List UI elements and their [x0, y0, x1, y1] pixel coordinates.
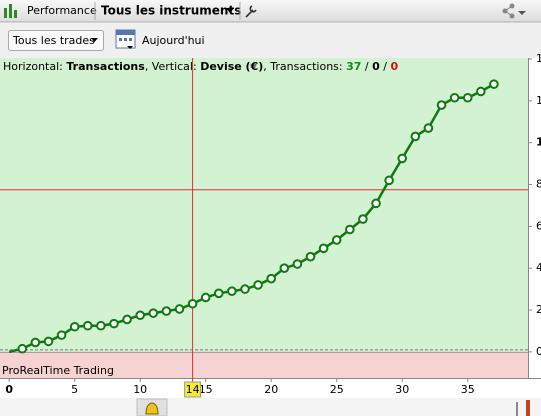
trade-marker: [292, 259, 303, 269]
x-tick-label: 0: [5, 383, 13, 396]
x-tick-label: 25: [330, 383, 344, 396]
date-label[interactable]: Aujourd'hui: [142, 34, 205, 47]
trade-marker: [358, 214, 368, 224]
trade-marker: [331, 235, 342, 245]
trade-marker: [30, 337, 41, 348]
y-tick-label: 2: [536, 303, 541, 316]
trade-marker: [489, 79, 499, 89]
y-axis-panel: [528, 58, 541, 378]
bottom-strip: [0, 398, 541, 416]
y-tick-label: 6: [536, 219, 541, 232]
x-tick-label: 30: [395, 383, 409, 396]
trade-marker: [423, 123, 434, 133]
trade-marker: [96, 320, 106, 331]
trade-marker: [148, 308, 159, 318]
trades-label[interactable]: Tous les trades: [12, 34, 95, 47]
trade-marker: [56, 330, 67, 340]
calendar-icon[interactable]: [115, 29, 136, 49]
trade-marker: [318, 243, 329, 254]
negative-zone: [0, 351, 528, 378]
x-tick-label: 35: [461, 383, 475, 396]
toolbar: [0, 0, 541, 22]
trade-marker: [240, 284, 250, 294]
trade-marker: [174, 304, 185, 314]
tab-label[interactable]: Performance: [27, 4, 97, 17]
y-tick-label: 1: [536, 94, 541, 107]
trade-marker: [449, 92, 460, 103]
share-icon[interactable]: [502, 3, 527, 19]
trade-marker: [161, 306, 172, 316]
instrument-select[interactable]: Tous les instruments: [101, 4, 241, 18]
trade-marker: [384, 175, 394, 186]
trade-marker: [17, 343, 28, 354]
trade-marker: [305, 251, 316, 262]
trade-marker: [213, 288, 224, 299]
trade-marker: [371, 198, 381, 209]
trade-marker: [43, 336, 54, 347]
perf-icon: [4, 4, 17, 18]
trade-marker: [410, 131, 421, 142]
y-tick-label: 4: [536, 261, 541, 274]
trades-select[interactable]: [8, 30, 104, 51]
trade-marker: [462, 92, 473, 103]
alert-icon[interactable]: [145, 402, 159, 415]
info-line: Horizontal: Transactions, Vertical: Devi…: [3, 60, 399, 73]
wrench-icon[interactable]: [245, 5, 257, 18]
x-tick-label: 5: [71, 383, 78, 396]
trade-marker: [122, 314, 132, 325]
trade-marker: [279, 263, 290, 273]
dropdown-arrow[interactable]: [226, 8, 234, 13]
x-tick-label: 20: [264, 383, 278, 396]
crosshair-x-label: 14: [186, 383, 200, 396]
x-tick-label: 15: [199, 383, 213, 396]
brand-label: ProRealTime Trading: [2, 364, 114, 377]
y-tick-label: 1: [536, 136, 541, 149]
trade-marker: [135, 310, 145, 321]
trade-marker: [200, 292, 211, 303]
y-tick-label: 8: [536, 178, 541, 191]
trade-marker: [227, 286, 237, 297]
trade-marker: [187, 298, 198, 309]
trade-marker: [266, 273, 277, 284]
trade-marker: [82, 320, 93, 331]
trade-marker: [397, 153, 408, 164]
crosshair-x-box: [184, 381, 202, 398]
trade-marker: [109, 318, 119, 329]
x-axis: [0, 378, 541, 398]
trade-marker: [69, 321, 80, 332]
trade-marker: [345, 224, 355, 235]
trade-marker: [436, 100, 447, 110]
y-tick-label: 1: [536, 52, 541, 65]
x-tick-label: 10: [133, 383, 147, 396]
y-tick-label: 0: [536, 345, 541, 358]
trade-marker: [476, 86, 486, 97]
trade-marker: [253, 280, 263, 290]
